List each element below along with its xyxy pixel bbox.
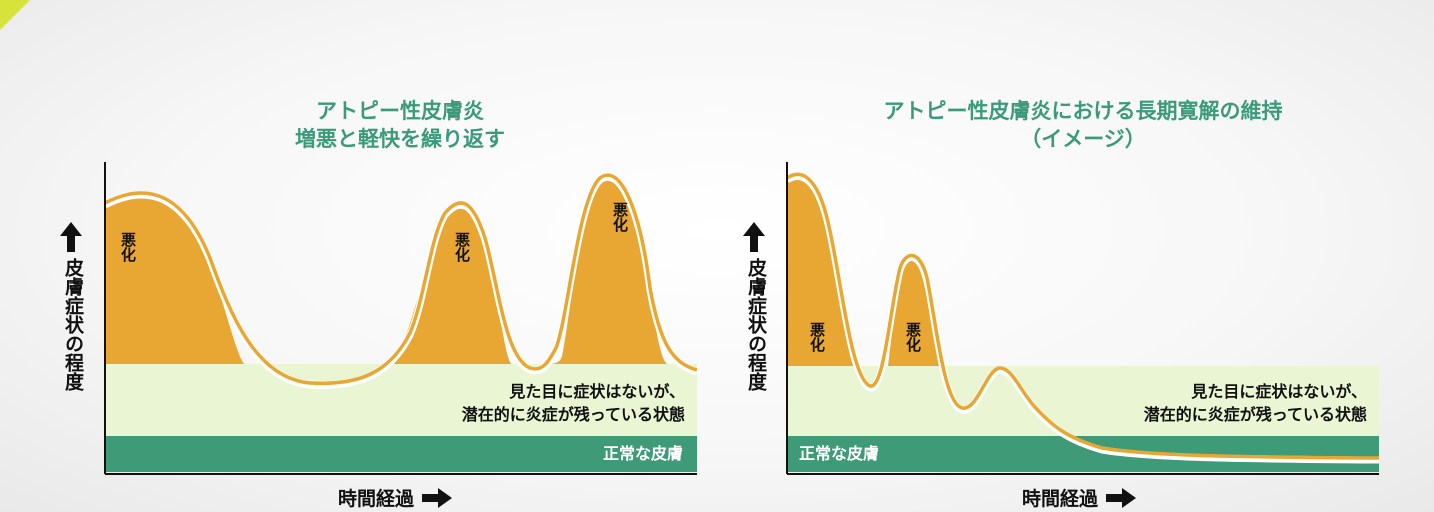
right-right-arrow-icon (1106, 487, 1137, 508)
right-flare-label-1: 悪化 (808, 322, 826, 352)
right-latent-band (787, 366, 1379, 436)
right-y-axis-label: 皮膚症状の程度 (745, 258, 767, 391)
left-flare-label-2: 悪化 (453, 232, 471, 262)
right-normal-label: 正常な皮膚 (799, 444, 879, 463)
right-flare-fill-2 (888, 259, 940, 366)
right-up-arrow-icon (743, 222, 765, 252)
left-flare-label-1: 悪化 (119, 232, 137, 262)
right-latent-text-2: 潜在的に炎症が残っている状態 (1144, 405, 1367, 424)
left-normal-label: 正常な皮膚 (603, 444, 683, 463)
left-panel-title: アトピー性皮膚炎 増悪と軽快を繰り返す (295, 99, 505, 151)
right-flare-label-2: 悪化 (904, 322, 922, 352)
left-latent-text-2: 潜在的に炎症が残っている状態 (462, 405, 685, 424)
left-x-axis-label-group: 時間経過 (338, 484, 453, 511)
left-right-arrow-icon (422, 487, 453, 508)
left-y-axis-label: 皮膚症状の程度 (62, 258, 84, 391)
right-latent-text-1: 見た目に症状はないが、 (1190, 382, 1367, 401)
corner-accent (0, 0, 30, 30)
right-x-axis-label: 時間経過 (1022, 488, 1099, 510)
right-x-axis-label-group: 時間経過 (1022, 484, 1137, 511)
left-flare-label-3: 悪化 (611, 202, 629, 232)
right-chart: 悪化 悪化 見た目に症状はないが、 潜在的に炎症が残っている状態 正常な皮膚 (786, 162, 1379, 475)
left-chart: 悪化 悪化 悪化 見た目に症状はないが、 潜在的に炎症が残っている状態 正常な皮… (104, 162, 697, 475)
left-up-arrow-icon (60, 222, 82, 252)
right-panel-title: アトピー性皮膚炎における長期寛解の維持 （イメージ） (883, 99, 1283, 151)
left-x-axis-label: 時間経過 (338, 488, 415, 510)
right-flare-fill-1 (787, 176, 857, 366)
left-latent-text-1: 見た目に症状はないが、 (508, 382, 685, 401)
